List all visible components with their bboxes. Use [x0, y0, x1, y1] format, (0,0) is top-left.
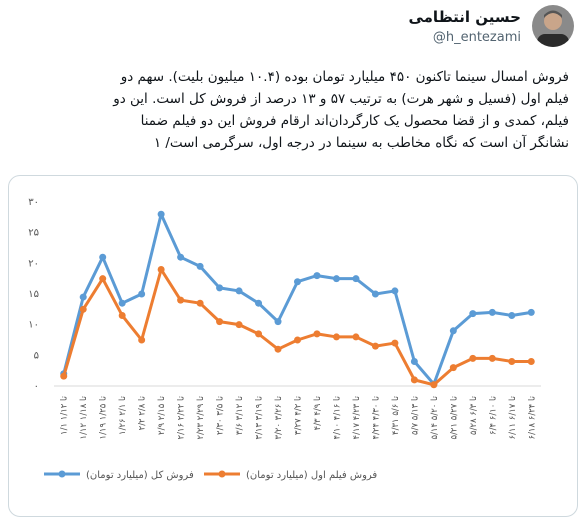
x-tick-label: ۴/۱۷ تا ۴/۲۳ [352, 395, 362, 439]
x-tick-label: ۴/۲۴ تا ۴/۳۰ [371, 395, 381, 439]
data-point [469, 354, 477, 362]
data-point [177, 296, 185, 304]
tweet-line: فیلم، کمدی و از قضا محصول یک کارگردان‌ان… [140, 113, 569, 129]
user-handle[interactable]: @h_entezami [432, 30, 521, 45]
data-point [99, 275, 107, 283]
data-point [274, 345, 282, 353]
legend-marker [58, 470, 66, 478]
x-tick-label: ۳/۲۰ تا ۳/۲۶ [274, 395, 284, 439]
tweet-line: فیلم اول (فسیل و شهر هرت) به ترتیب ۵۷ و … [113, 91, 569, 107]
x-tick-label: ۱/۱ تا ۱/۱۲ [60, 395, 70, 435]
legend-marker [218, 470, 226, 478]
data-point [313, 272, 321, 280]
data-point [371, 290, 379, 298]
data-point [313, 330, 321, 338]
data-point [274, 318, 282, 326]
data-point [255, 330, 263, 338]
x-tick-label: ۲/۲۳ تا ۲/۲۹ [196, 395, 206, 439]
y-tick-label: ۱۵ [28, 289, 39, 300]
data-point [118, 311, 126, 319]
data-point [235, 321, 243, 329]
data-point [99, 253, 107, 261]
data-point [410, 376, 418, 384]
data-point [391, 339, 399, 347]
data-point [469, 310, 477, 318]
data-point [216, 284, 224, 292]
data-point [79, 305, 87, 313]
data-point [352, 333, 360, 341]
y-tick-label: ۳۰ [28, 197, 39, 208]
data-point [488, 354, 496, 362]
y-tick-label: ۰ [34, 381, 39, 392]
tweet-line: فروش امسال سینما تاکنون ۴۵۰ میلیارد توما… [120, 69, 569, 85]
x-tick-label: ۲/۳۰ تا ۳/۵ [216, 395, 226, 435]
x-tick-label: ۲/۱۶ تا ۲/۲۲ [177, 395, 187, 439]
x-tick-label: ۱/۱۲ تا ۱/۱۸ [79, 395, 89, 439]
data-point [332, 275, 340, 283]
data-point [216, 318, 224, 326]
data-point [294, 278, 301, 286]
data-point [391, 287, 399, 295]
user-name[interactable]: حسین انتظامی [408, 8, 521, 26]
series-line [62, 267, 532, 387]
data-point [196, 262, 204, 270]
x-tick-label: ۵/۱۴ تا ۵/۲۰ [430, 395, 440, 439]
x-tick-label: ۵/۷ تا ۵/۱۳ [410, 395, 420, 435]
data-point [449, 327, 457, 335]
y-tick-label: ۱۰ [28, 320, 39, 331]
data-point [488, 308, 496, 316]
data-point [332, 333, 340, 341]
legend-label: فروش فیلم اول (میلیارد تومان) [246, 470, 377, 481]
data-point [352, 275, 360, 283]
data-point [527, 357, 535, 365]
x-tick-label: ۱/۲۶ تا ۲/۱ [118, 395, 128, 435]
data-point [430, 381, 438, 389]
data-point [79, 293, 87, 301]
data-point [138, 336, 146, 344]
x-tick-label: ۶/۴ تا ۶/۱۰ [488, 395, 498, 435]
x-tick-label: ۶/۱۸ تا ۶/۲۴ [527, 395, 537, 439]
data-point [235, 287, 243, 295]
x-tick-label: ۶/۱۱ تا ۶/۱۷ [508, 395, 518, 439]
x-tick-label: ۴/۳ تا ۴/۹ [313, 395, 323, 430]
x-tick-label: ۳/۲۷ تا ۴/۲ [294, 395, 304, 435]
data-point [177, 253, 185, 261]
legend-label: فروش کل (میلیارد تومان) [86, 470, 194, 481]
data-point [157, 210, 165, 218]
avatar[interactable] [531, 4, 575, 48]
tweet-text: فروش امسال سینما تاکنون ۴۵۰ میلیارد توما… [10, 66, 569, 154]
x-tick-label: ۲/۹ تا ۲/۱۵ [157, 395, 167, 435]
tweet-line: نشانگر آن است که نگاه مخاطب به سینما در … [153, 135, 569, 151]
data-point [294, 336, 301, 344]
data-point [410, 357, 418, 365]
y-tick-label: ۲۰ [28, 258, 39, 269]
series-line [62, 212, 532, 386]
x-tick-label: ۵/۲۱ تا ۵/۲۷ [449, 395, 459, 439]
x-tick-label: ۴/۳۱ تا ۵/۶ [391, 395, 401, 435]
data-point [449, 364, 457, 372]
data-point [118, 299, 126, 307]
x-tick-label: ۳/۶ تا ۳/۱۲ [235, 395, 245, 435]
x-tick-label: ۲/۲ تا ۲/۸ [138, 395, 148, 430]
x-tick-label: ۴/۱۰ تا ۴/۱۶ [332, 395, 342, 439]
x-tick-label: ۱/۱۹ تا ۱/۲۵ [99, 395, 109, 439]
y-tick-label: ۵ [34, 350, 39, 361]
x-tick-label: ۵/۲۸ تا ۶/۳ [469, 395, 479, 435]
data-point [157, 265, 165, 273]
data-point [371, 342, 379, 350]
data-point [527, 308, 535, 316]
y-tick-label: ۲۵ [28, 228, 39, 239]
data-point [138, 290, 146, 298]
chart-card[interactable]: ۰ ۵ ۱۰ ۱۵ ۲۰ ۲۵ ۳۰ ۱/۱ تا ۱/۱۲ ۱/۱۲ تا ۱/۱۸ ۱/۱۹ … [8, 175, 578, 517]
data-point [196, 299, 204, 307]
data-point [508, 357, 516, 365]
data-point [255, 299, 263, 307]
chart: ۰ ۵ ۱۰ ۱۵ ۲۰ ۲۵ ۳۰ ۱/۱ تا ۱/۱۲ ۱/۱۲ تا ۱/۱۸ ۱/۱۹ … [28, 197, 541, 481]
x-tick-label: ۳/۱۳ تا ۳/۱۹ [255, 395, 265, 439]
data-point [60, 372, 68, 380]
data-point [508, 311, 516, 319]
